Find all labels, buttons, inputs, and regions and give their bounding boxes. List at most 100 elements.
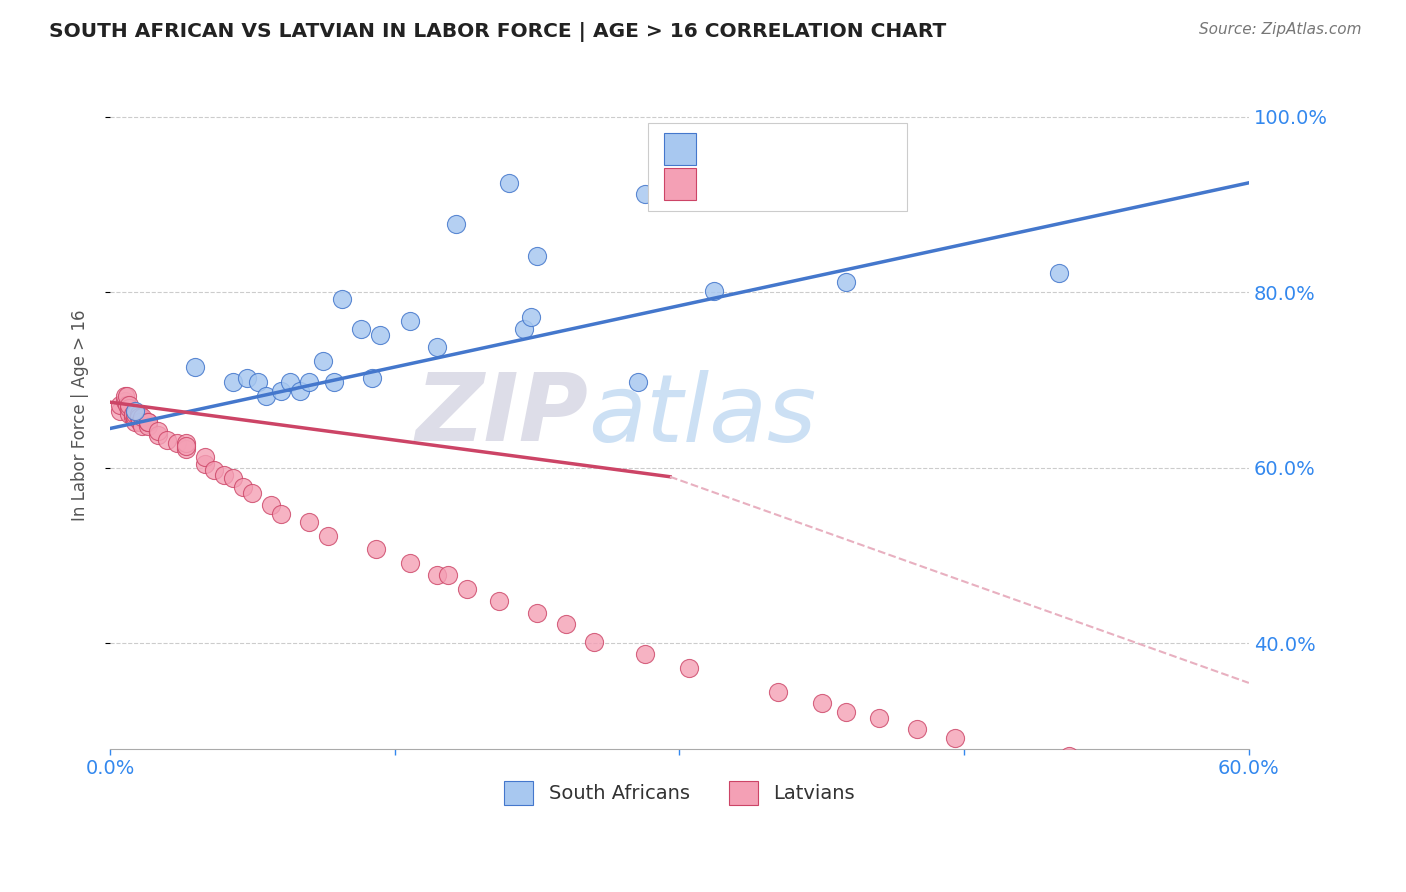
Point <box>270 384 292 398</box>
Point <box>121 410 143 425</box>
Point <box>437 568 460 582</box>
Point <box>280 375 302 389</box>
Point <box>128 410 150 425</box>
Point <box>146 427 169 442</box>
Text: atlas: atlas <box>588 370 817 461</box>
Point <box>194 457 217 471</box>
Point <box>247 375 270 389</box>
Point <box>399 313 422 327</box>
Point <box>1152 770 1174 784</box>
Point <box>811 696 834 710</box>
Point <box>298 375 321 389</box>
Point <box>136 415 159 429</box>
Point <box>212 467 235 482</box>
Text: SOUTH AFRICAN VS LATVIAN IN LABOR FORCE | AGE > 16 CORRELATION CHART: SOUTH AFRICAN VS LATVIAN IN LABOR FORCE … <box>49 22 946 42</box>
Point <box>1047 266 1070 280</box>
Point <box>349 322 371 336</box>
Point <box>526 249 548 263</box>
Point <box>235 371 257 385</box>
Point <box>121 407 143 421</box>
Point <box>118 398 141 412</box>
Point <box>156 433 179 447</box>
Point <box>114 394 136 409</box>
Point <box>129 415 152 429</box>
Point <box>124 415 146 429</box>
Point <box>194 450 217 465</box>
Point <box>1057 748 1080 763</box>
Point <box>520 310 543 324</box>
Point <box>108 398 131 412</box>
Point <box>174 442 197 456</box>
Legend: South Africans, Latvians: South Africans, Latvians <box>496 773 863 813</box>
Point <box>115 389 138 403</box>
Point <box>270 507 292 521</box>
Point <box>128 410 150 425</box>
Point <box>678 661 700 675</box>
Text: Source: ZipAtlas.com: Source: ZipAtlas.com <box>1198 22 1361 37</box>
Point <box>368 327 391 342</box>
Point <box>118 401 141 416</box>
Point <box>943 731 966 746</box>
Point <box>124 410 146 425</box>
Y-axis label: In Labor Force | Age > 16: In Labor Force | Age > 16 <box>72 310 89 521</box>
Point <box>1197 779 1219 793</box>
Text: N = 69: N = 69 <box>810 175 873 194</box>
Point <box>498 176 520 190</box>
Point <box>456 582 478 596</box>
Point <box>118 407 141 421</box>
Text: ZIP: ZIP <box>416 369 588 461</box>
Point <box>330 293 353 307</box>
Point <box>868 711 890 725</box>
Point <box>905 723 928 737</box>
Text: R = -0.127: R = -0.127 <box>702 175 799 194</box>
Point <box>222 471 245 485</box>
Point <box>232 480 254 494</box>
Point <box>444 217 467 231</box>
Point <box>835 705 858 719</box>
Point <box>288 384 311 398</box>
Point <box>131 418 153 433</box>
Point <box>554 617 576 632</box>
Point <box>174 436 197 450</box>
Text: N = 28: N = 28 <box>810 140 873 159</box>
Point <box>488 594 510 608</box>
Point <box>174 439 197 453</box>
Point <box>364 541 387 556</box>
Point <box>634 187 657 202</box>
Point <box>835 275 858 289</box>
Point <box>222 375 245 389</box>
Text: R =  0.473: R = 0.473 <box>702 140 799 159</box>
Point <box>399 556 422 570</box>
Point <box>526 606 548 620</box>
Point <box>513 322 536 336</box>
Point <box>131 410 153 425</box>
Point <box>146 424 169 438</box>
Point <box>425 568 447 582</box>
Point <box>115 398 138 412</box>
Point <box>128 407 150 421</box>
Point <box>298 516 321 530</box>
Point <box>254 389 277 403</box>
Point <box>323 375 346 389</box>
Point <box>766 684 789 698</box>
Point <box>1209 784 1232 798</box>
Point <box>361 371 384 385</box>
Point <box>1222 788 1244 802</box>
Point <box>136 418 159 433</box>
Point <box>260 498 283 512</box>
Point <box>703 284 725 298</box>
Point <box>583 634 606 648</box>
Point <box>124 404 146 418</box>
Point <box>184 359 207 374</box>
Point <box>204 463 226 477</box>
Point <box>124 407 146 421</box>
Point <box>311 354 333 368</box>
Point <box>425 340 447 354</box>
Point <box>242 485 264 500</box>
Point <box>114 389 136 403</box>
Point <box>318 529 340 543</box>
Point <box>166 436 188 450</box>
Point <box>634 647 657 661</box>
Point <box>1114 761 1136 775</box>
Point <box>1234 792 1257 806</box>
